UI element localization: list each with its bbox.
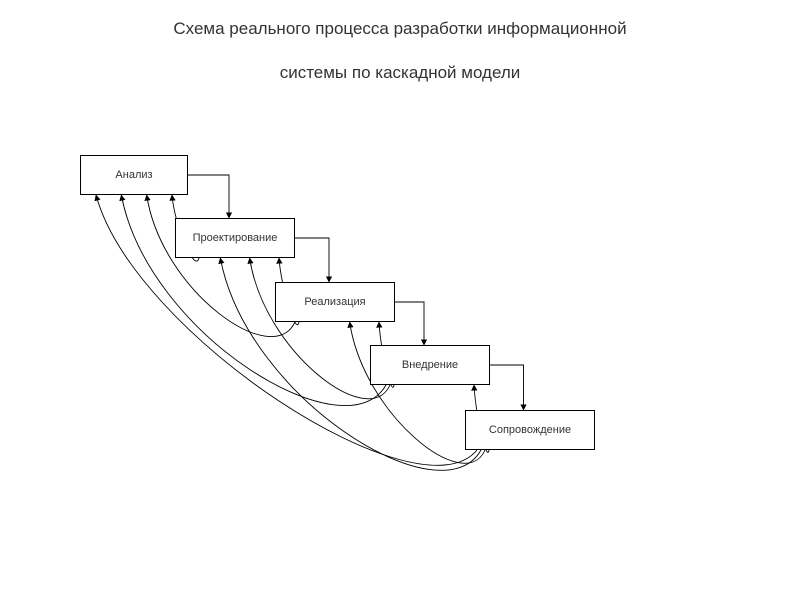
edges-layer: [0, 0, 800, 600]
diagram-title-line2: системы по каскадной модели: [0, 62, 800, 84]
stage-label: Реализация: [304, 296, 365, 308]
stage-label: Сопровождение: [489, 424, 571, 436]
stage-label: Проектирование: [193, 232, 278, 244]
back-edge: [250, 258, 390, 399]
stage-box-n5: Сопровождение: [465, 410, 595, 450]
stage-label: Анализ: [115, 169, 152, 181]
forward-edge: [188, 175, 229, 218]
back-edge: [147, 195, 295, 337]
diagram-title-line1: Схема реального процесса разработки инфо…: [0, 18, 800, 40]
stage-box-n3: Реализация: [275, 282, 395, 322]
forward-edge: [395, 302, 424, 345]
stage-box-n1: Анализ: [80, 155, 188, 195]
forward-edge: [490, 365, 524, 410]
stage-box-n4: Внедрение: [370, 345, 490, 385]
forward-edge: [295, 238, 329, 282]
stage-box-n2: Проектирование: [175, 218, 295, 258]
stage-label: Внедрение: [402, 359, 458, 371]
